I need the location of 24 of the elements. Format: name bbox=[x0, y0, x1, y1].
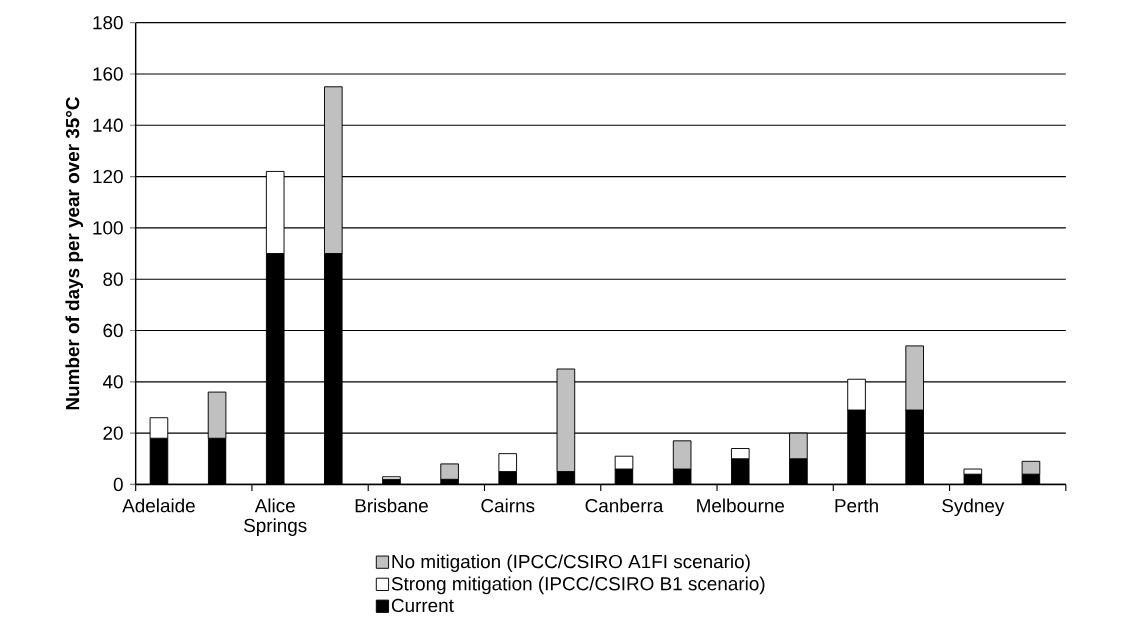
bar bbox=[440, 463, 459, 480]
x-tick-label: Alice Springs bbox=[244, 498, 307, 536]
y-tick-label: 80 bbox=[103, 272, 123, 286]
y-tick-label: 180 bbox=[93, 15, 123, 30]
y-tick-label: 120 bbox=[93, 169, 123, 184]
legend-label: Current bbox=[391, 598, 454, 612]
y-tick-label: 0 bbox=[113, 477, 123, 491]
legend-label: Strong mitigation (IPCC/CSIRO B1 scenario) bbox=[391, 576, 765, 594]
x-tick-label: Melbourne bbox=[697, 498, 785, 513]
x-tick-label: Sydney bbox=[942, 498, 1005, 516]
x-tick-label: Perth bbox=[835, 498, 878, 513]
y-tick-label: 40 bbox=[102, 374, 123, 389]
x-tick-label: Cairns bbox=[481, 498, 535, 513]
bar bbox=[382, 476, 401, 480]
y-tick-label: 160 bbox=[93, 67, 123, 81]
x-tick-label: Brisbane bbox=[355, 498, 428, 513]
y-tick-label: 60 bbox=[103, 323, 123, 337]
y-tick-label: 100 bbox=[93, 220, 123, 235]
legend-label: No mitigation (IPCC/CSIRO A1FI scenario) bbox=[392, 554, 750, 572]
y-axis-title: Number of days per year over 35°C bbox=[65, 96, 84, 410]
x-tick-label: Canberra bbox=[585, 498, 664, 513]
y-tick-label: 20 bbox=[103, 426, 123, 440]
y-tick-label: 140 bbox=[93, 118, 123, 132]
x-tick-label: Adelaide bbox=[122, 498, 195, 513]
